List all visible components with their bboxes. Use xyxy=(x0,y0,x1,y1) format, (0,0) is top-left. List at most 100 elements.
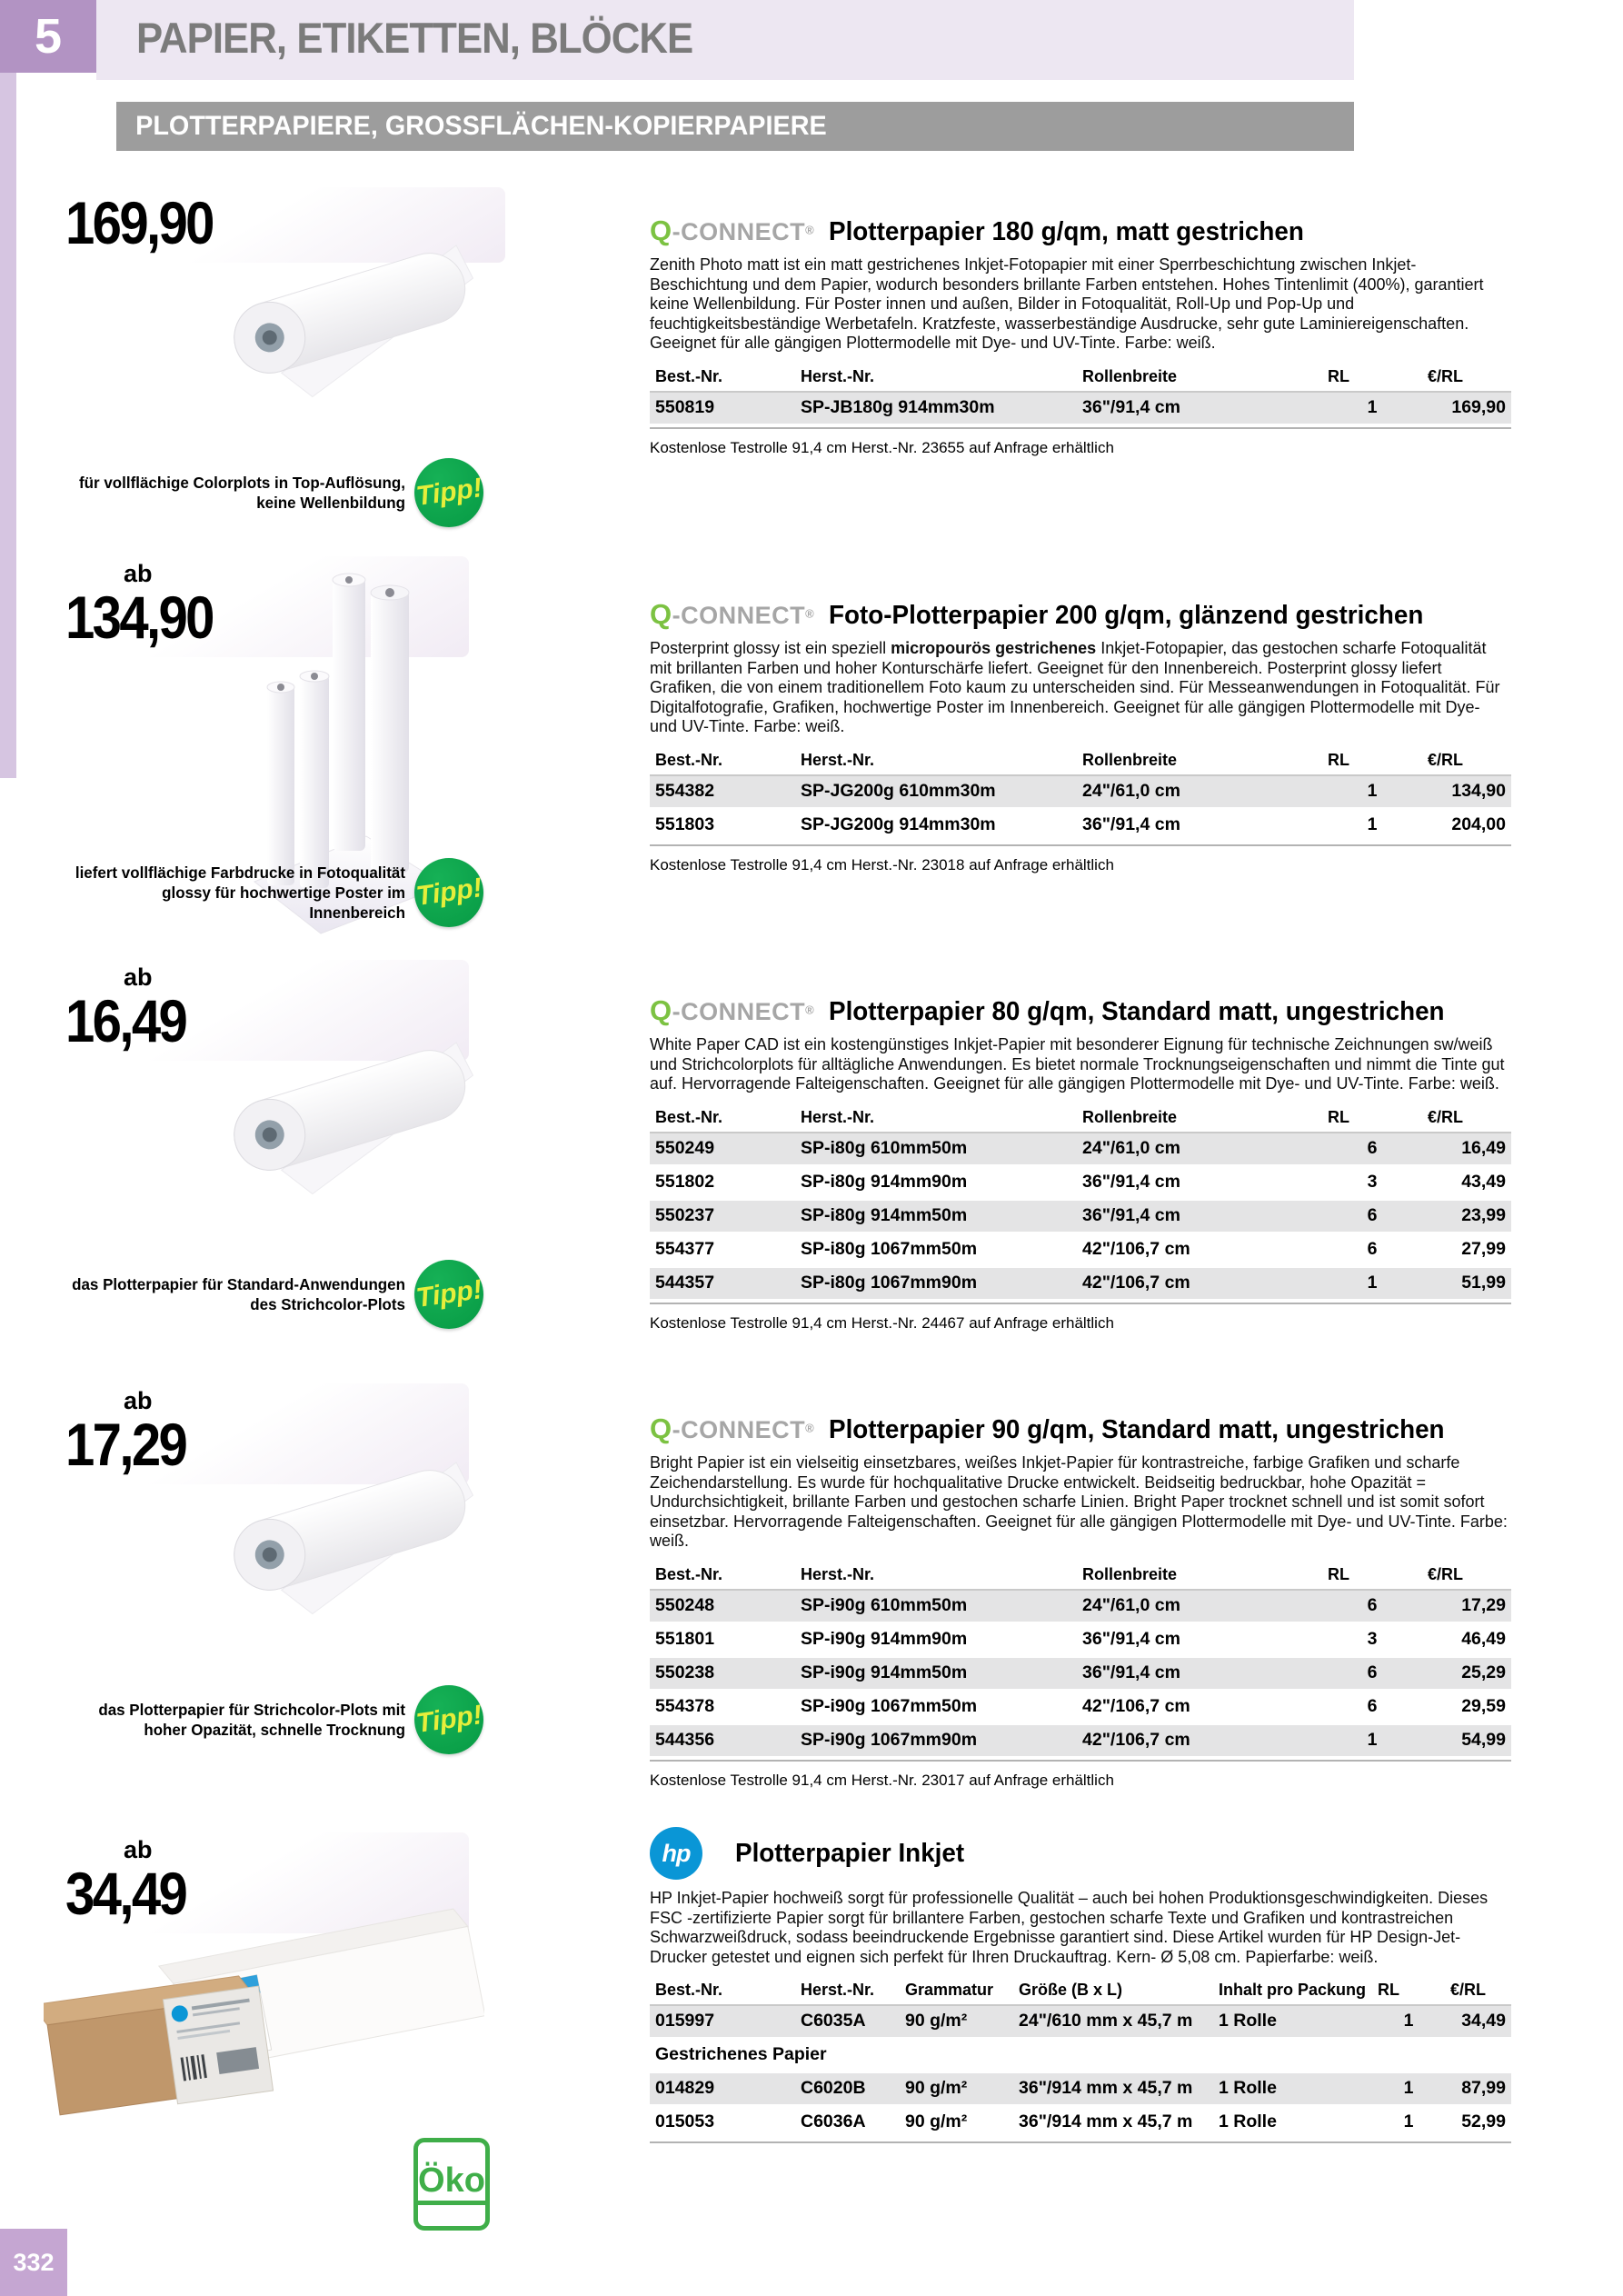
col-herstnr: Herst.-Nr. xyxy=(795,364,1077,393)
qconnect-logo: Q-CONNECT® xyxy=(650,215,815,246)
cell-herstnr: SP-JG200g 610mm30m xyxy=(795,774,1077,810)
cell-bestnr: 551803 xyxy=(650,808,795,844)
paper-roll-image xyxy=(234,245,474,398)
product-description: Zenith Photo matt ist ein matt gestriche… xyxy=(650,255,1484,352)
product-header: Q-CONNECT® Plotterpapier 80 g/qm, Standa… xyxy=(650,994,1513,1027)
cell-bestnr: 554377 xyxy=(650,1233,795,1268)
product-caption: für vollflächige Colorplots in Top-Auflö… xyxy=(79,474,405,512)
price-value: 17,29 xyxy=(65,1411,188,1478)
price-prefix: ab xyxy=(124,560,153,587)
cell-herstnr: SP-JG200g 914mm30m xyxy=(795,808,1077,844)
cell-bestnr: 550248 xyxy=(650,1589,795,1624)
price-value: 16,49 xyxy=(65,987,188,1054)
registered-mark: ® xyxy=(805,1421,815,1435)
col-bestnr: Best.-Nr. xyxy=(650,1105,795,1133)
price-block: ab 34,49 xyxy=(53,1832,469,1934)
cell-herstnr: C6036A xyxy=(795,2105,900,2141)
product-title: Plotterpapier 80 g/qm, Standard matt, un… xyxy=(829,997,1445,1026)
cell-rl: 1 xyxy=(1372,2005,1445,2040)
paper-roll-image xyxy=(234,1462,474,1615)
cell-bestnr: 550238 xyxy=(650,1656,795,1692)
table-header-row: Best.-Nr. Herst.-Nr. Rollenbreite RL €/R… xyxy=(650,364,1511,393)
cell-rollenbreite: 42"/106,7 cm xyxy=(1077,1690,1322,1725)
price-value: 169,90 xyxy=(65,189,214,256)
tipp-badge: Tipp! xyxy=(414,858,483,927)
subtitle-bar-label: PLOTTERPAPIERE, GROSSFLÄCHEN-KOPIERPAPIE… xyxy=(135,111,827,141)
cell-bestnr: 554382 xyxy=(650,774,795,810)
cell-rollenbreite: 36"/91,4 cm xyxy=(1077,1622,1322,1658)
cell-rollenbreite: 42"/106,7 cm xyxy=(1077,1266,1322,1302)
col-eur-rl: €/RL xyxy=(1445,1979,1511,2006)
col-eur-rl: €/RL xyxy=(1422,748,1511,776)
cell-price: 25,29 xyxy=(1422,1656,1511,1692)
product-caption: das Plotterpapier für Strichcolor-Plots … xyxy=(98,1701,406,1739)
cell-bestnr: 550249 xyxy=(650,1132,795,1167)
page-number-box: 332 xyxy=(0,2229,67,2296)
cell-rl: 1 xyxy=(1322,1723,1422,1759)
section-number-box: 5 xyxy=(0,0,96,73)
registered-mark: ® xyxy=(805,1003,815,1017)
cell-groesse: 36"/914 mm x 45,7 m xyxy=(1013,2071,1213,2107)
cell-herstnr: SP-i80g 914mm90m xyxy=(795,1165,1077,1201)
cell-rollenbreite: 36"/91,4 cm xyxy=(1077,1199,1322,1234)
cell-groesse: 36"/914 mm x 45,7 m xyxy=(1013,2105,1213,2141)
price-table: Best.-Nr. Herst.-Nr. Grammatur Größe (B … xyxy=(650,1979,1511,2141)
cell-groesse: 24"/610 mm x 45,7 m xyxy=(1013,2005,1213,2040)
product-description: Bright Papier ist ein vielseitig einsetz… xyxy=(650,1453,1508,1550)
cell-price: 169,90 xyxy=(1422,391,1511,426)
tipp-badge-label: Tipp! xyxy=(413,873,484,912)
table-row: 015053 C6036A 90 g/m² 36"/914 mm x 45,7 … xyxy=(650,2105,1511,2141)
cell-bestnr: 551801 xyxy=(650,1622,795,1658)
col-eur-rl: €/RL xyxy=(1422,1105,1511,1133)
cell-price: 204,00 xyxy=(1422,808,1511,844)
table-header-row: Best.-Nr. Herst.-Nr. Rollenbreite RL €/R… xyxy=(650,1105,1511,1133)
col-herstnr: Herst.-Nr. xyxy=(795,1105,1077,1133)
table-bottom-rule xyxy=(650,844,1511,846)
col-bestnr: Best.-Nr. xyxy=(650,364,795,393)
hp-logo-label: hp xyxy=(662,1839,692,1867)
cell-bestnr: 544357 xyxy=(650,1266,795,1302)
cell-bestnr: 015997 xyxy=(650,2005,795,2040)
col-rollenbreite: Rollenbreite xyxy=(1077,364,1322,393)
group-label: Gestrichenes Papier xyxy=(650,2038,1511,2073)
col-eur-rl: €/RL xyxy=(1422,1562,1511,1591)
product-description: Posterprint glossy ist ein speziell micr… xyxy=(650,639,1500,735)
table-header-row: Best.-Nr. Herst.-Nr. Rollenbreite RL €/R… xyxy=(650,748,1511,776)
paper-roll-image xyxy=(234,1042,474,1195)
col-bestnr: Best.-Nr. xyxy=(650,1979,795,2006)
col-eur-rl: €/RL xyxy=(1422,364,1511,393)
cell-rollenbreite: 42"/106,7 cm xyxy=(1077,1723,1322,1759)
cell-grammatur: 90 g/m² xyxy=(900,2105,1013,2141)
product-caption: das Plotterpapier für Standard-Anwendung… xyxy=(72,1275,405,1313)
cell-herstnr: SP-i90g 914mm50m xyxy=(795,1656,1077,1692)
cell-herstnr: SP-i90g 1067mm90m xyxy=(795,1723,1077,1759)
col-rollenbreite: Rollenbreite xyxy=(1077,748,1322,776)
cell-herstnr: SP-i80g 1067mm90m xyxy=(795,1266,1077,1302)
product-title: Plotterpapier 90 g/qm, Standard matt, un… xyxy=(829,1415,1445,1444)
product-title: Plotterpapier 180 g/qm, matt gestrichen xyxy=(829,217,1305,246)
cell-herstnr: C6020B xyxy=(795,2071,900,2107)
cell-rollenbreite: 24"/61,0 cm xyxy=(1077,774,1322,810)
price-table: Best.-Nr. Herst.-Nr. Rollenbreite RL €/R… xyxy=(650,1105,1511,1302)
qconnect-logo: Q-CONNECT® xyxy=(650,994,815,1026)
chapter-title: PAPIER, ETIKETTEN, BLÖCKE xyxy=(136,14,693,62)
caption-row: das Plotterpapier für Standard-Anwendung… xyxy=(53,1260,483,1329)
cell-price: 23,99 xyxy=(1422,1199,1511,1234)
cell-inhalt: 1 Rolle xyxy=(1213,2071,1372,2107)
product-section: Q-CONNECT® Plotterpapier 180 g/qm, matt … xyxy=(650,215,1513,457)
qconnect-logo: Q-CONNECT® xyxy=(650,598,815,630)
cell-price: 27,99 xyxy=(1422,1233,1511,1268)
product-header: Q-CONNECT® Foto-Plotterpapier 200 g/qm, … xyxy=(650,598,1513,631)
table-row: 015997 C6035A 90 g/m² 24"/610 mm x 45,7 … xyxy=(650,2005,1511,2040)
col-bestnr: Best.-Nr. xyxy=(650,748,795,776)
table-row: 554378 SP-i90g 1067mm50m 42"/106,7 cm 6 … xyxy=(650,1690,1511,1725)
cell-grammatur: 90 g/m² xyxy=(900,2071,1013,2107)
table-row: 544356 SP-i90g 1067mm90m 42"/106,7 cm 1 … xyxy=(650,1723,1511,1759)
cell-rollenbreite: 24"/61,0 cm xyxy=(1077,1589,1322,1624)
table-bottom-rule xyxy=(650,1759,1511,1762)
test-roll-note: Kostenlose Testrolle 91,4 cm Herst.-Nr. … xyxy=(650,855,1114,873)
table-row: 554382 SP-JG200g 610mm30m 24"/61,0 cm 1 … xyxy=(650,774,1511,810)
cell-herstnr: SP-i80g 610mm50m xyxy=(795,1132,1077,1167)
product-header: Q-CONNECT® Plotterpapier 180 g/qm, matt … xyxy=(650,215,1513,247)
